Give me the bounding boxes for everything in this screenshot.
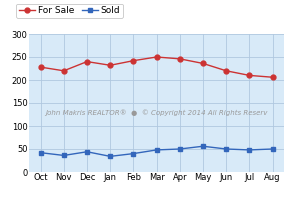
Sold [271,148,274,150]
Text: John Makris REALTOR®  ●  © Copyright 2014 All Rights Reserv: John Makris REALTOR® ● © Copyright 2014 … [46,109,268,116]
For Sale [155,56,158,58]
Sold [132,152,135,155]
For Sale [178,58,182,60]
Sold [201,145,205,147]
Sold [178,148,182,150]
Line: Sold: Sold [39,144,275,158]
For Sale [132,59,135,62]
Sold [108,155,112,158]
For Sale [108,64,112,66]
Sold [248,149,251,151]
Legend: For Sale, Sold: For Sale, Sold [16,4,123,18]
Sold [224,148,228,150]
Sold [39,151,42,154]
For Sale [39,66,42,68]
Sold [85,151,89,153]
For Sale [62,70,66,72]
For Sale [224,70,228,72]
For Sale [271,76,274,78]
For Sale [85,60,89,63]
Sold [155,149,158,151]
For Sale [248,74,251,77]
Sold [62,154,66,157]
For Sale [201,62,205,65]
Line: For Sale: For Sale [38,55,275,80]
